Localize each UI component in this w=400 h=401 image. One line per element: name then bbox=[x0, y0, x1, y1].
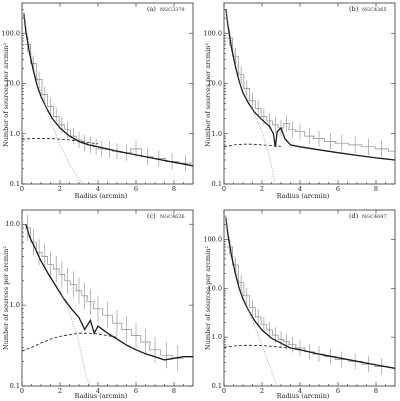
x-tick-label: 2 bbox=[260, 387, 264, 395]
x-tick-label: 0 bbox=[20, 185, 24, 193]
series-solid bbox=[225, 217, 395, 369]
series-dashed bbox=[22, 332, 118, 352]
panel-d: (d) NGC4697 Radius (arcmin) Number of so… bbox=[203, 209, 396, 400]
series-dotted bbox=[225, 219, 278, 386]
panel-label: (a) bbox=[147, 5, 156, 13]
x-tick-label: 8 bbox=[374, 185, 378, 193]
series-histogram bbox=[24, 227, 184, 359]
x-tick-label: 0 bbox=[222, 387, 226, 395]
x-axis-label: Radius (arcmin) bbox=[277, 192, 330, 200]
x-tick-label: 0 bbox=[20, 387, 24, 395]
x-tick-label: 4 bbox=[298, 185, 302, 193]
x-tick-label: 6 bbox=[336, 387, 340, 395]
series-dotted bbox=[23, 14, 85, 184]
series-layer bbox=[22, 13, 193, 184]
y-tick-label: 1.0 bbox=[212, 130, 222, 138]
panel-b: (b) NGC4365 Radius (arcmin) Number of so… bbox=[203, 2, 396, 200]
y-tick-label: 10.0 bbox=[208, 80, 222, 88]
galaxy-name: NGC3379 bbox=[160, 7, 185, 13]
x-tick-label: 2 bbox=[58, 185, 62, 193]
series-dotted bbox=[59, 290, 91, 386]
y-axis-label: Number of sources per arcmin² bbox=[2, 246, 10, 350]
x-tick-label: 6 bbox=[134, 185, 138, 193]
series-dashed bbox=[224, 344, 291, 349]
y-tick-label: 1.0 bbox=[10, 130, 20, 138]
y-tick-label: 1.0 bbox=[10, 301, 20, 309]
x-tick-label: 8 bbox=[172, 387, 176, 395]
series-solid bbox=[23, 13, 193, 167]
y-tick-label: 10.0 bbox=[208, 284, 222, 292]
x-tick-label: 4 bbox=[96, 387, 100, 395]
y-axis-label: Number of sources per arcmin² bbox=[204, 246, 212, 350]
y-tick-label: 100.0 bbox=[1, 29, 20, 37]
series-layer bbox=[224, 9, 395, 184]
galaxy-name: NGC4365 bbox=[362, 7, 387, 13]
y-tick-label: 0.1 bbox=[212, 180, 222, 188]
series-solid bbox=[225, 9, 395, 161]
panel-label: (c) bbox=[147, 212, 156, 220]
x-tick-label: 0 bbox=[222, 185, 226, 193]
x-tick-label: 2 bbox=[260, 185, 264, 193]
series-histogram bbox=[24, 44, 192, 164]
series-layer bbox=[224, 217, 395, 386]
y-axis-label: Number of sources per arcmin² bbox=[2, 43, 10, 147]
panel-c: (c) NGC4636 Radius (arcmin) Number of so… bbox=[2, 209, 194, 400]
y-tick-label: 0.1 bbox=[212, 382, 222, 390]
x-axis-label: Radius (arcmin) bbox=[75, 192, 128, 200]
galaxy-name: NGC4636 bbox=[160, 214, 185, 220]
x-tick-label: 6 bbox=[336, 185, 340, 193]
y-tick-label: 10.0 bbox=[6, 220, 20, 228]
x-tick-label: 4 bbox=[298, 387, 302, 395]
plot-frame bbox=[21, 2, 194, 185]
panel-a: (a) NGC3379 Radius (arcmin) Number of so… bbox=[1, 2, 194, 200]
series-solid bbox=[25, 224, 193, 361]
x-tick-label: 6 bbox=[134, 387, 138, 395]
x-tick-label: 4 bbox=[96, 185, 100, 193]
y-tick-label: 0.1 bbox=[10, 382, 20, 390]
y-tick-label: 1.0 bbox=[212, 333, 222, 341]
series-dashed bbox=[224, 143, 282, 148]
panel-label: (d) bbox=[349, 212, 359, 220]
x-tick-label: 2 bbox=[58, 387, 62, 395]
y-tick-label: 100.0 bbox=[203, 29, 222, 37]
x-tick-label: 8 bbox=[172, 185, 176, 193]
y-axis-label: Number of sources per arcmin² bbox=[204, 43, 212, 147]
galaxy-name: NGC4697 bbox=[362, 214, 387, 220]
series-dashed bbox=[22, 137, 99, 145]
series-histogram bbox=[226, 37, 395, 152]
y-tick-label: 10.0 bbox=[6, 80, 20, 88]
x-axis-label: Radius (arcmin) bbox=[277, 392, 330, 400]
series-dotted bbox=[225, 10, 276, 184]
y-tick-label: 100.0 bbox=[203, 235, 222, 243]
x-axis-label: Radius (arcmin) bbox=[75, 392, 128, 400]
series-histogram bbox=[226, 246, 389, 367]
series-layer bbox=[22, 214, 193, 386]
x-tick-label: 8 bbox=[374, 387, 378, 395]
panel-label: (b) bbox=[349, 5, 359, 13]
y-tick-label: 0.1 bbox=[10, 180, 20, 188]
